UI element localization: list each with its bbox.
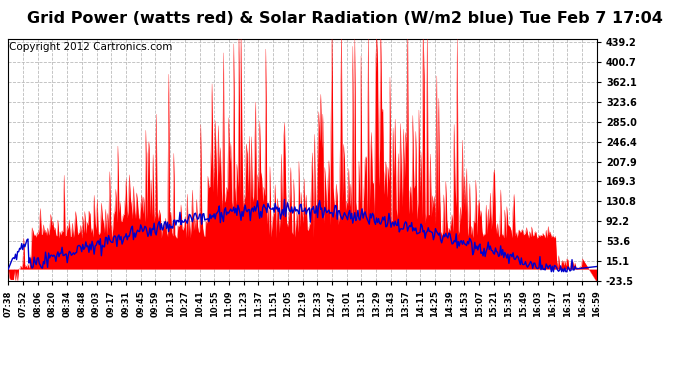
Text: Grid Power (watts red) & Solar Radiation (W/m2 blue) Tue Feb 7 17:04: Grid Power (watts red) & Solar Radiation… xyxy=(27,11,663,26)
Text: Copyright 2012 Cartronics.com: Copyright 2012 Cartronics.com xyxy=(10,42,172,52)
